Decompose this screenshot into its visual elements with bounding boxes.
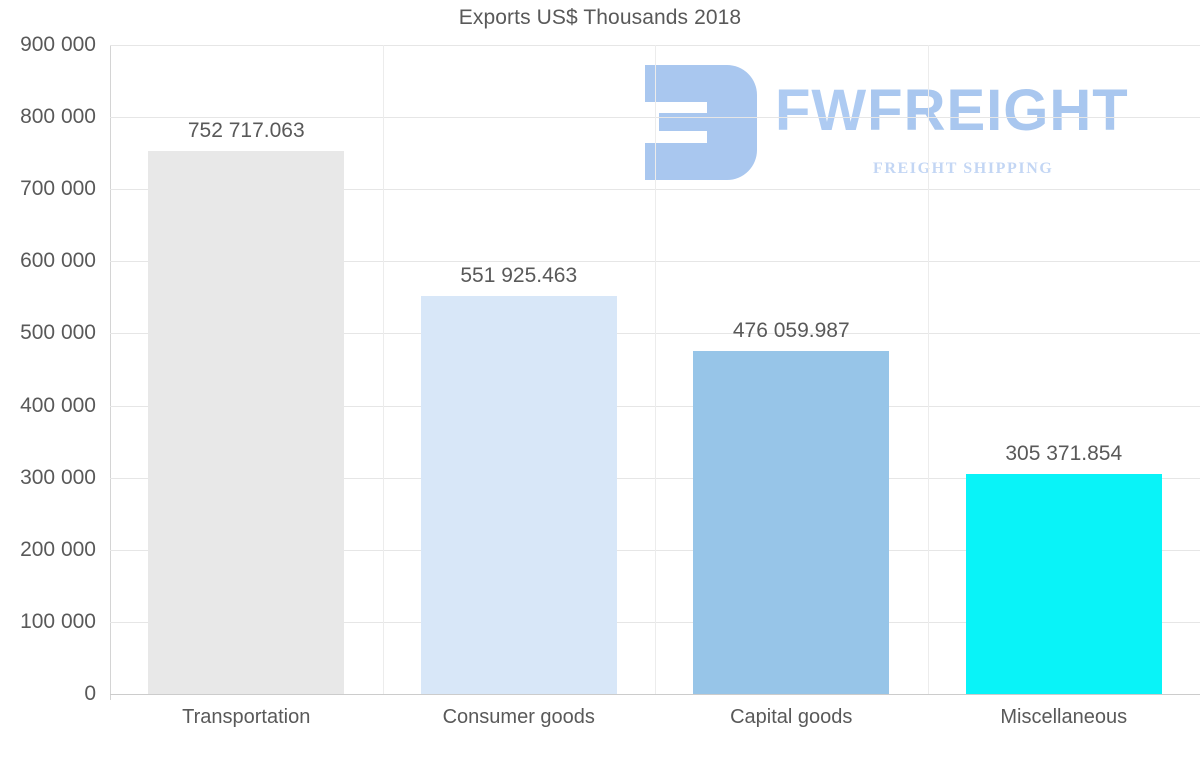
y-tick-label: 500 000: [20, 321, 96, 345]
y-tick-label: 100 000: [20, 609, 96, 633]
plot-area: 752 717.063 551 925.463 476 059.987 305 371…: [110, 45, 1200, 695]
bar-value-label: 752 717.063: [187, 119, 305, 143]
y-tick-label: 800 000: [20, 105, 96, 129]
y-tick-label: 300 000: [20, 465, 96, 489]
x-tick-label-miscellaneous: Miscellaneous: [1000, 706, 1128, 728]
y-tick-label: 200 000: [20, 537, 96, 561]
y-tick-label: 900 000: [20, 33, 96, 56]
gridline-vertical: [655, 45, 656, 694]
x-tick-label-capital-goods: Capital goods: [730, 706, 853, 728]
chart-title: Exports US$ Thousands 2018: [458, 6, 742, 29]
gridline-vertical: [927, 45, 929, 694]
bar-miscellaneous[interactable]: [965, 473, 1162, 694]
bar-capital-goods[interactable]: [693, 350, 890, 694]
y-tick-label: 600 000: [20, 249, 96, 273]
bar-consumer-goods[interactable]: [420, 296, 617, 694]
y-tick-label: 400 000: [20, 393, 96, 417]
bar-transportation[interactable]: [148, 151, 345, 694]
y-axis-line: [110, 45, 111, 700]
y-tick-label: 700 000: [20, 177, 96, 201]
bar-value-label: 476 059.987: [732, 318, 850, 342]
gridline-vertical: [382, 45, 384, 694]
bar-value-label: 305 371.854: [1005, 441, 1123, 465]
gridline-horizontal: [110, 694, 1200, 695]
y-tick-label: 0: [84, 682, 96, 705]
x-tick-label-consumer-goods: Consumer goods: [442, 706, 595, 728]
x-tick-label-transportation: Transportation: [182, 706, 311, 728]
bar-value-label: 551 925.463: [460, 264, 578, 287]
